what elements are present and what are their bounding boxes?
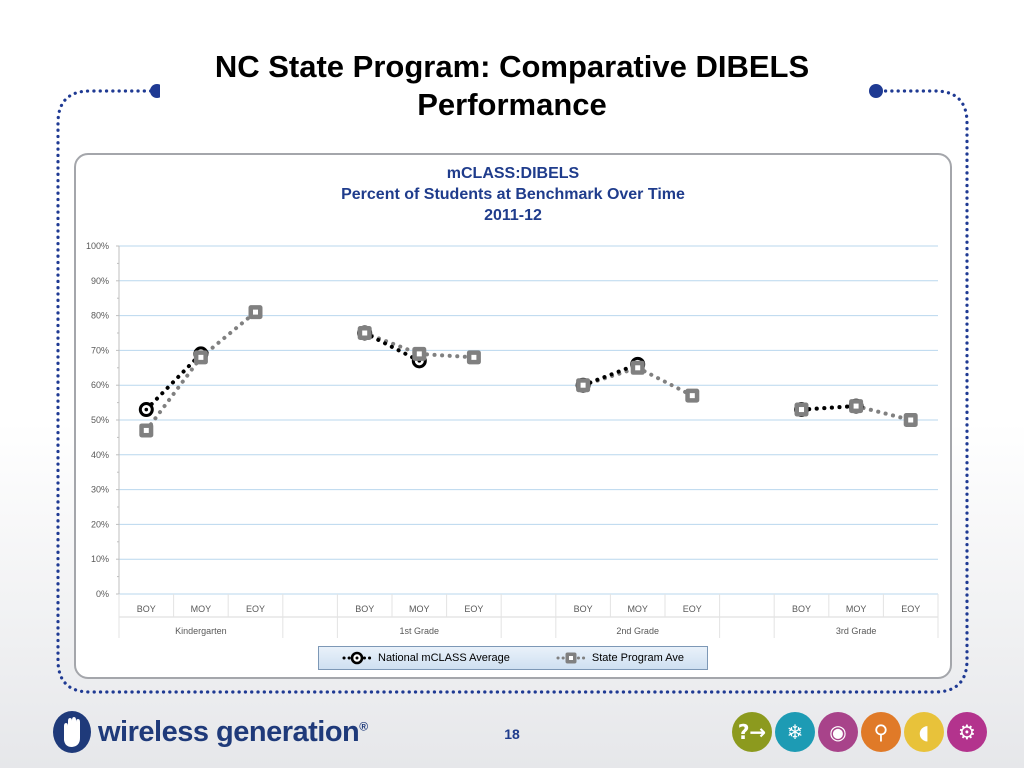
national-point-center xyxy=(144,407,149,412)
state-series-line xyxy=(635,365,695,398)
state-series-line xyxy=(417,351,476,360)
chart-legend: National mCLASS Average State Program Av… xyxy=(318,646,708,670)
x-tick-label: MOY xyxy=(191,604,212,614)
state-point-center xyxy=(198,354,204,360)
legend-state-label: State Program Ave xyxy=(591,652,684,664)
x-group-label: 3rd Grade xyxy=(836,626,877,636)
x-tick-label: BOY xyxy=(574,604,593,614)
chart-title-line-1: mCLASS:DIBELS xyxy=(446,165,580,182)
x-tick-label: BOY xyxy=(355,604,374,614)
y-tick-label: 20% xyxy=(91,519,109,529)
x-group-label: Kindergarten xyxy=(175,626,227,636)
slide-title-line-2: Performance xyxy=(417,87,607,122)
x-tick-label: MOY xyxy=(409,604,430,614)
y-tick-label: 90% xyxy=(91,276,109,286)
state-point-center xyxy=(689,393,695,399)
national-series-line xyxy=(362,331,422,363)
frame-end-dot-right xyxy=(869,84,883,98)
y-tick-label: 80% xyxy=(91,311,109,321)
x-tick-label: EOY xyxy=(683,604,702,614)
national-series-line xyxy=(799,404,859,412)
y-tick-label: 60% xyxy=(91,380,109,390)
egg-icon: ◖ xyxy=(904,712,944,752)
x-tick-label: EOY xyxy=(901,604,920,614)
logo-registered-mark: ® xyxy=(359,718,368,733)
state-point-center xyxy=(908,417,914,423)
x-group-label: 2nd Grade xyxy=(616,626,659,636)
eye-icon: ◉ xyxy=(818,712,858,752)
x-tick-label: EOY xyxy=(246,604,265,614)
state-point-center xyxy=(799,407,804,413)
chart-title-line-3: 2011-12 xyxy=(484,207,542,224)
state-point-center xyxy=(253,309,258,315)
x-tick-label: MOY xyxy=(627,604,648,614)
y-tick-label: 10% xyxy=(91,554,109,564)
y-tick-label: 40% xyxy=(91,450,109,460)
legend-state-marker-icon xyxy=(556,652,586,664)
slide-title-line-1: NC State Program: Comparative DIBELS xyxy=(214,49,810,84)
y-tick-label: 50% xyxy=(91,415,109,425)
page-number: 18 xyxy=(504,726,520,742)
national-series-line xyxy=(581,362,640,388)
legend-item-national: National mCLASS Average xyxy=(342,651,510,665)
x-group-label: 1st Grade xyxy=(400,626,440,636)
hand-icon xyxy=(53,711,91,753)
chart-title: mCLASS:DIBELS Percent of Students at Ben… xyxy=(74,163,952,226)
question-arrow-icon: ?→ xyxy=(732,712,772,752)
state-series-line xyxy=(144,355,203,433)
y-tick-label: 100% xyxy=(86,241,109,251)
state-series-line xyxy=(198,310,258,360)
legend-national-label: National mCLASS Average xyxy=(378,652,510,664)
gears-icon: ⚙ xyxy=(947,712,987,752)
state-point-center xyxy=(635,365,641,371)
snowflake-icon: ❄ xyxy=(775,712,815,752)
y-tick-label: 30% xyxy=(91,485,109,495)
state-point-center xyxy=(143,427,149,433)
x-tick-label: BOY xyxy=(137,604,156,614)
state-point-center xyxy=(580,382,586,388)
brand-badges: ?→ ❄ ◉ ⚲ ◖ ⚙ xyxy=(732,712,987,752)
state-point-center xyxy=(471,354,477,360)
state-series-line xyxy=(362,331,422,356)
state-point-center xyxy=(853,403,859,409)
bicycle-icon: ⚲ xyxy=(861,712,901,752)
x-tick-label: MOY xyxy=(846,604,867,614)
wireless-generation-logo: wireless generation® xyxy=(52,710,368,754)
state-point-center xyxy=(362,330,368,336)
y-tick-label: 70% xyxy=(91,345,109,355)
legend-item-state: State Program Ave xyxy=(556,651,684,665)
logo-text: wireless generation® xyxy=(98,716,368,749)
chart-title-line-2: Percent of Students at Benchmark Over Ti… xyxy=(341,186,685,203)
logo-wordmark: wireless generation xyxy=(98,715,360,748)
dotted-frame-path xyxy=(56,89,969,694)
legend-national-marker-icon xyxy=(342,651,372,665)
y-tick-label: 0% xyxy=(96,589,109,599)
national-series-line xyxy=(144,351,203,412)
x-tick-label: BOY xyxy=(792,604,811,614)
slide-title: NC State Program: Comparative DIBELS Per… xyxy=(160,48,864,124)
state-point-center xyxy=(416,351,422,357)
x-tick-label: EOY xyxy=(464,604,483,614)
state-series-line xyxy=(854,404,913,422)
